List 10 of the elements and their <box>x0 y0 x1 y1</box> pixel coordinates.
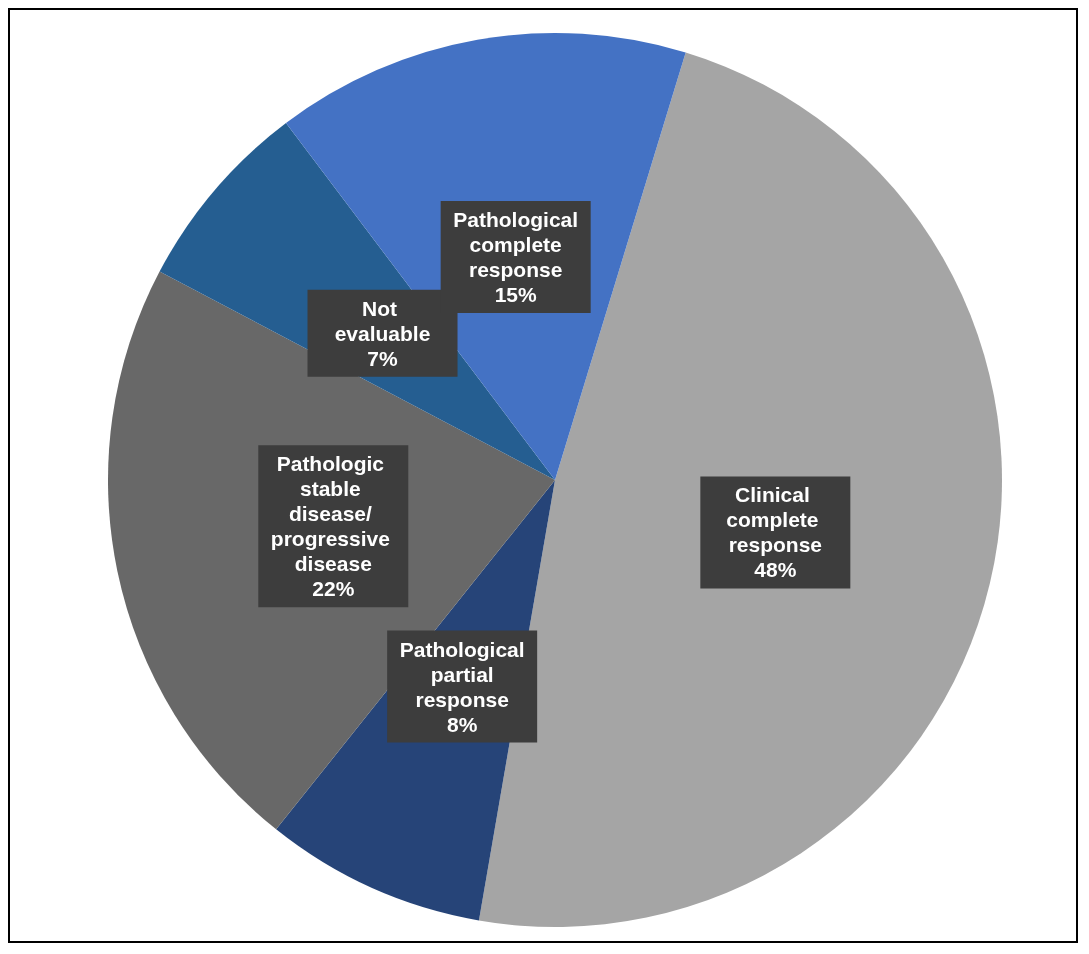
slice-label: Pathological partial response <box>399 637 525 711</box>
data-label: 15% <box>494 282 538 306</box>
slice-label: Pathological complete response <box>453 207 579 281</box>
data-label: 48% <box>754 558 797 582</box>
slice-label: Clinical complete response <box>726 483 825 557</box>
data-label: 8% <box>446 712 478 736</box>
slice-label: Pathologic stable disease/ progressive disease <box>270 452 396 576</box>
data-label: 22% <box>312 577 355 601</box>
slice-label: Not evaluable <box>334 296 431 345</box>
data-label: 7% <box>367 346 399 370</box>
